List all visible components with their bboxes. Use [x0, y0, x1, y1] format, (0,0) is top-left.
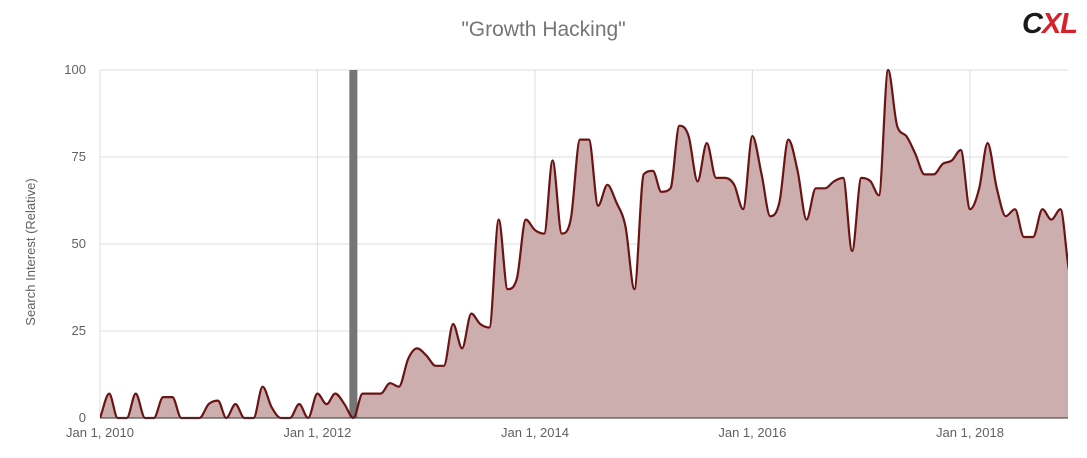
x-tick-label: Jan 1, 2018	[936, 425, 1004, 440]
logo-suffix: XL	[1041, 8, 1078, 40]
x-tick-label: Jan 1, 2016	[718, 425, 786, 440]
x-tick-label: Jan 1, 2010	[66, 425, 134, 440]
y-tick-label: 25	[72, 323, 86, 338]
y-tick-label: 0	[79, 410, 86, 425]
x-tick-label: Jan 1, 2012	[283, 425, 351, 440]
series-area-fill	[100, 70, 1068, 418]
series-line	[100, 68, 1068, 420]
highlight-marker	[349, 70, 358, 418]
series-area	[100, 68, 1068, 420]
cxl-logo: CXL	[1021, 8, 1078, 41]
axes: 0 25 50 75 100 Jan 1, 2010 Jan 1, 2012 Jan 1, 2…	[64, 62, 1068, 440]
y-tick-label: 50	[72, 236, 86, 251]
x-tick-label: Jan 1, 2014	[501, 425, 569, 440]
chart-title: "Growth Hacking"	[461, 18, 626, 41]
logo-prefix: C	[1021, 8, 1043, 40]
y-tick-label: 100	[64, 62, 86, 77]
y-tick-label: 75	[72, 149, 86, 164]
y-axis-label: Search Interest (Relative)	[23, 178, 38, 325]
